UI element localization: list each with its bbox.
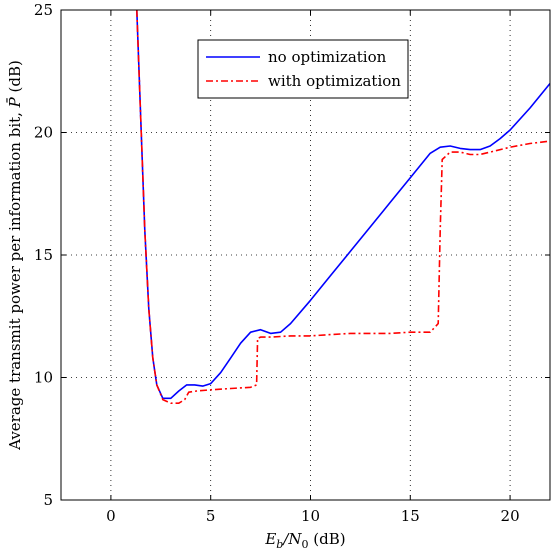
grid xyxy=(61,10,550,500)
y-axis-label: Average transmit power per information b… xyxy=(6,60,24,451)
x-label-unit: (dB) xyxy=(309,530,346,548)
legend-label-with-optimization: with optimization xyxy=(268,72,401,90)
y-label-symbol: P̄ xyxy=(6,96,24,108)
ticks: 0 5 10 15 20 5 10 15 20 25 xyxy=(34,1,550,525)
series-line-no-optimization xyxy=(136,9,551,400)
legend-box xyxy=(197,39,409,99)
y-tick-label: 25 xyxy=(34,1,53,19)
y-label-text: Average transmit power per information b… xyxy=(6,107,24,451)
legend-label-no-optimization: no optimization xyxy=(268,48,387,66)
x-label-sub-0: 0 xyxy=(302,538,309,551)
x-label-sub-b: b xyxy=(276,538,283,551)
y-tick-label: 5 xyxy=(43,491,53,509)
x-tick-label: 0 xyxy=(106,507,116,525)
x-tick-label: 10 xyxy=(301,507,320,525)
x-tick-label: 5 xyxy=(206,507,216,525)
x-axis-label: Eb/N0 (dB) xyxy=(264,530,345,551)
series-layer xyxy=(136,9,551,405)
y-tick-label: 20 xyxy=(34,124,53,142)
series-line-with-optimization xyxy=(136,9,551,405)
x-label-slash-n: /N xyxy=(281,530,302,548)
y-label-unit: (dB) xyxy=(6,60,24,97)
x-tick-label: 15 xyxy=(401,507,420,525)
x-label-e: E xyxy=(264,530,276,548)
y-tick-label: 10 xyxy=(34,369,53,387)
x-tick-label: 20 xyxy=(501,507,520,525)
legend: no optimization with optimization xyxy=(197,39,409,99)
y-tick-label: 15 xyxy=(34,246,53,264)
